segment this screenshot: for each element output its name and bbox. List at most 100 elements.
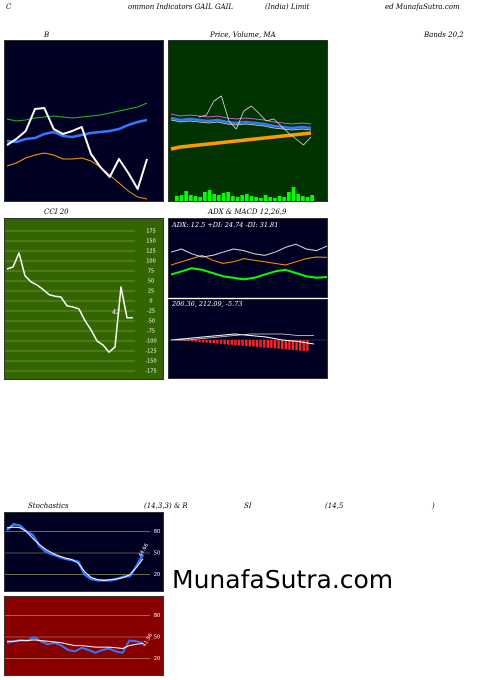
cci-label: CCI 20 <box>44 208 69 216</box>
bollinger-line-1 <box>6 118 148 144</box>
cci-tick-label: -175 <box>145 369 156 375</box>
rsi-annotation: 41.56 <box>142 633 154 648</box>
rsi-line <box>6 636 144 654</box>
volume-bar <box>193 196 198 201</box>
adx-panel <box>168 218 328 298</box>
volume-bar <box>189 195 193 201</box>
volume-bar <box>263 195 268 201</box>
macd-histogram-bar <box>288 340 291 350</box>
rsi-tick-label: 80 <box>154 613 160 619</box>
macd-histogram-bar <box>284 340 287 350</box>
volume-bar <box>287 192 291 201</box>
price-volume-chart <box>170 95 314 201</box>
volume-bar <box>273 198 277 201</box>
volume-bar <box>310 195 314 201</box>
volume-bar <box>179 195 184 201</box>
macd-signal-line <box>171 333 315 341</box>
volume-bar <box>291 187 296 201</box>
macd-histogram-bar <box>273 340 277 349</box>
stoch-tick-label: 50 <box>154 551 160 557</box>
volume-bar <box>226 192 230 201</box>
macd-histogram-bar <box>223 340 226 345</box>
cci-tick-label: 100 <box>146 259 156 265</box>
cci-tick-label: 0 <box>149 299 152 305</box>
macd-histogram-bar <box>252 340 255 347</box>
cci-tick-label: -75 <box>147 329 155 335</box>
macd-histogram-bar <box>302 340 305 351</box>
stoch-tick-label: 20 <box>154 572 160 578</box>
cci-tick-label: -100 <box>145 339 156 345</box>
volume-bar <box>245 194 249 201</box>
macd-histogram-bar <box>216 340 219 344</box>
volume-bar <box>277 196 282 201</box>
stochastics-label: Stochastics <box>28 502 69 510</box>
macd-histogram-bar <box>245 340 248 346</box>
volume-bar <box>249 196 254 201</box>
cci-tick-label: 25 <box>148 289 154 295</box>
macd-histogram-bar <box>295 340 298 351</box>
macd-histogram-bar <box>259 340 262 348</box>
cci-tick-label: -25 <box>147 309 155 315</box>
adx-macd-label: ADX & MACD 12,26,9 <box>208 208 287 216</box>
cci-tick-label: 75 <box>148 269 154 275</box>
header-left: C <box>6 3 12 11</box>
volume-bar <box>268 197 272 201</box>
adx-line-ADX <box>170 267 327 281</box>
price-line <box>198 95 312 146</box>
macd-histogram-bar <box>191 340 194 342</box>
volume-bar <box>212 194 216 201</box>
rsi-signal-line <box>7 639 144 649</box>
adx-chart <box>170 243 327 281</box>
bollinger-line-0 <box>6 102 148 122</box>
macd-values: 206.36, 212.09, -5.73 <box>172 300 243 308</box>
macd-histogram-bar <box>205 340 208 343</box>
macd-panel <box>168 299 328 379</box>
volume-bar <box>305 197 310 201</box>
rsi-params: (14,5 <box>325 502 344 510</box>
cci-tick-label: 125 <box>146 249 156 255</box>
header-company: (India) Limit <box>265 3 310 11</box>
header-title: ommon Indicators GAIL GAIL <box>128 3 234 11</box>
rsi-params-close: ) <box>432 502 435 510</box>
bands-label: Bands 20,2 <box>424 31 464 39</box>
macd-histogram-bar <box>281 340 284 349</box>
rsi-chart: 80 50 20 41.56 <box>5 613 160 662</box>
macd-histogram-bar <box>194 340 197 342</box>
macd-histogram-bar <box>234 340 237 346</box>
price-volume-panel <box>168 40 328 202</box>
macd-histogram-bar <box>227 340 230 345</box>
adx-values: ADX: 12.5 +DI: 24.74 -DI: 31.81 <box>172 221 279 229</box>
volume-bar <box>282 197 286 201</box>
macd-histogram-bar <box>291 340 295 350</box>
macd-histogram-bar <box>241 340 244 346</box>
volume-bar <box>198 197 202 201</box>
bollinger-chart <box>6 102 148 200</box>
macd-histogram-bar <box>237 340 241 346</box>
bollinger-line-3 <box>6 107 148 190</box>
cci-tick-label: 50 <box>148 279 154 285</box>
cci-line <box>6 252 133 353</box>
bollinger-line-2 <box>6 152 148 200</box>
volume-bar <box>235 197 240 201</box>
rsi-tick-label: 50 <box>154 635 160 641</box>
rsi-label: SI <box>244 502 252 510</box>
volume-bar <box>296 194 300 201</box>
stochastics-panel: 80 50 20 44.66 <box>4 512 164 592</box>
volume-bar <box>184 191 188 201</box>
rsi-tick-label: 20 <box>154 656 160 662</box>
macd-histogram-bar <box>212 340 215 344</box>
cci-value: 42 <box>112 308 121 316</box>
ma-line-orange <box>170 131 312 151</box>
stoch-d-line <box>6 526 144 581</box>
macd-histogram-bar <box>266 340 269 348</box>
volume-bar <box>259 198 263 201</box>
volume-bar <box>207 190 212 201</box>
volume-bar <box>217 195 221 201</box>
cci-chart: 175 150 125 100 75 50 25 0 -25 -50 -75 -100 -125 -150… <box>5 229 157 375</box>
macd-histogram-bar <box>255 340 259 347</box>
macd-histogram-bar <box>299 340 302 351</box>
ma-line-blue <box>170 116 312 130</box>
volume-bar <box>221 193 226 201</box>
macd-histogram-bar <box>183 340 187 341</box>
bollinger-panel <box>4 40 164 202</box>
